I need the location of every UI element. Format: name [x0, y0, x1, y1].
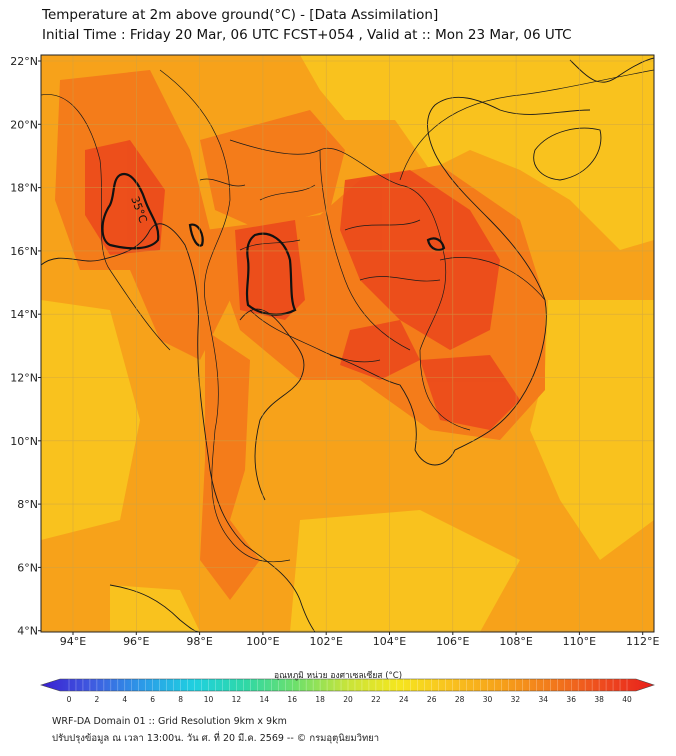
colorbar-tick-label: 20: [343, 695, 353, 704]
graticule: [41, 55, 654, 632]
chart-title: Temperature at 2m above ground(°C) - [Da…: [42, 7, 439, 23]
lat-tick-label: 18°N: [10, 182, 38, 195]
colorbar-tick-label: 12: [232, 695, 242, 704]
lon-tick-label: 94°E: [60, 635, 86, 648]
colorbar: [40, 678, 655, 692]
lon-tick-label: 104°E: [373, 635, 406, 648]
colorbar-tick-label: 10: [204, 695, 214, 704]
cool-regions: [41, 55, 654, 632]
lat-tick-label: 12°N: [10, 372, 38, 385]
lon-tick-label: 106°E: [436, 635, 469, 648]
lat-tick-label: 16°N: [10, 245, 38, 258]
colorbar-tick-label: 28: [455, 695, 465, 704]
lon-tick-label: 102°E: [309, 635, 342, 648]
colorbar-tick-label: 0: [67, 695, 72, 704]
footer-line1: WRF-DA Domain 01 :: Grid Resolution 9km …: [52, 716, 287, 727]
lat-tick-label: 20°N: [10, 118, 38, 131]
colorbar-tick-label: 2: [95, 695, 100, 704]
footer-line2: ปรับปรุงข้อมูล ณ เวลา 13:00น. วัน ศ. ที่…: [52, 733, 380, 744]
colorbar-tick-label: 32: [511, 695, 521, 704]
colorbar-tick-label: 22: [371, 695, 381, 704]
lat-tick-label: 4°N: [17, 625, 38, 638]
colorbar-tick-label: 24: [399, 695, 409, 704]
lon-tick-label: 98°E: [186, 635, 212, 648]
colorbar-tick-label: 36: [566, 695, 576, 704]
lat-tick-labels: 22°N 20°N 18°N 16°N 14°N 12°N 10°N 8°N 6°N 4°N: [10, 55, 41, 638]
lat-tick-label: 8°N: [17, 498, 38, 511]
colorbar-tick-label: 34: [539, 695, 549, 704]
colorbar-tick-label: 6: [150, 695, 155, 704]
lat-tick-label: 14°N: [10, 308, 38, 321]
chart-subtitle: Initial Time : Friday 20 Mar, 06 UTC FCS…: [42, 27, 572, 43]
colorbar-tick-label: 26: [427, 695, 437, 704]
lat-tick-label: 22°N: [10, 55, 38, 68]
lat-tick-label: 6°N: [17, 561, 38, 574]
lat-tick-label: 10°N: [10, 435, 38, 448]
colorbar-tick-label: 8: [178, 695, 183, 704]
lon-tick-label: 112°E: [626, 635, 659, 648]
lon-tick-label: 96°E: [123, 635, 149, 648]
lon-tick-label: 110°E: [563, 635, 596, 648]
colorbar-tick-label: 38: [594, 695, 604, 704]
map-frame: [40, 54, 655, 633]
colorbar-label: อุณหภูมิ หน่วย องศาเซลเซียส (°C): [273, 671, 403, 681]
lon-tick-labels: 94°E 96°E 98°E 100°E 102°E 104°E 106°E 108°E 110…: [60, 632, 659, 648]
colorbar-tick-label: 30: [483, 695, 493, 704]
colorbar-tick-label: 16: [287, 695, 297, 704]
colorbar-tick-label: 4: [122, 695, 127, 704]
borders: [41, 69, 654, 563]
colorbar-tick-label: 40: [622, 695, 632, 704]
map-field: 35°C: [41, 55, 654, 632]
colorbar-tick-label: 18: [315, 695, 325, 704]
colorbar-tick-label: 14: [260, 695, 270, 704]
hot-regions: [85, 140, 520, 430]
colorbar-ticks: 0 2 4 6 8 10 12 14 16 18 20 22 24 26 28 30 32 34 36 38 40: [67, 679, 632, 704]
lon-tick-label: 100°E: [246, 635, 279, 648]
lon-tick-label: 108°E: [499, 635, 532, 648]
